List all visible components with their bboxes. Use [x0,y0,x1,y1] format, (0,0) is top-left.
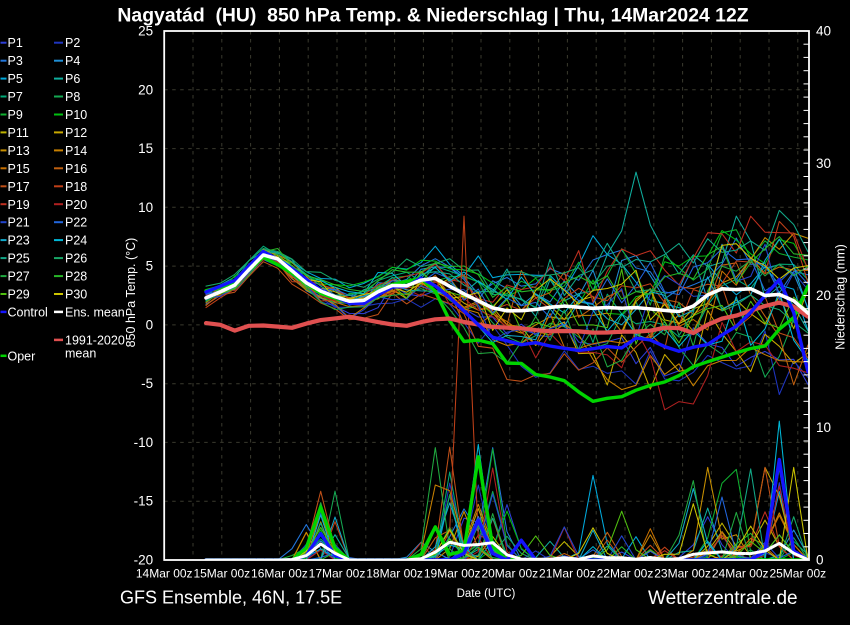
svg-text:-15: -15 [134,494,154,509]
svg-text:22Mar 00z: 22Mar 00z [597,567,654,581]
svg-text:25Mar 00z: 25Mar 00z [769,567,826,581]
svg-text:P8: P8 [65,90,80,104]
svg-text:P23: P23 [8,234,30,248]
svg-text:P15: P15 [8,162,30,176]
svg-text:P28: P28 [65,270,87,284]
svg-text:20: 20 [816,288,831,303]
svg-text:24Mar 00z: 24Mar 00z [712,567,769,581]
svg-text:P10: P10 [65,108,87,122]
svg-text:Niederschlag (mm): Niederschlag (mm) [834,244,848,350]
svg-text:P6: P6 [65,72,80,86]
svg-text:Nagyatád (HU) 850 hPa Temp.: Nagyatád (HU) 850 hPa Temp. & Niederschl… [117,5,748,27]
svg-text:Date (UTC): Date (UTC) [457,588,516,600]
svg-text:mean: mean [65,347,96,361]
svg-text:P26: P26 [65,252,87,266]
svg-text:25: 25 [138,24,153,39]
svg-text:P18: P18 [65,180,87,194]
svg-text:-10: -10 [134,435,154,450]
svg-text:-20: -20 [134,553,154,568]
svg-text:P1: P1 [8,36,23,50]
svg-text:20Mar 00z: 20Mar 00z [481,567,538,581]
svg-text:P11: P11 [8,126,29,140]
svg-text:21Mar 00z: 21Mar 00z [539,567,596,581]
svg-text:P27: P27 [8,270,30,284]
svg-text:10: 10 [138,200,153,215]
svg-text:14Mar 00z: 14Mar 00z [136,567,193,581]
svg-text:P22: P22 [65,216,87,230]
svg-text:P21: P21 [8,216,30,230]
svg-text:P30: P30 [65,288,87,302]
svg-text:18Mar 00z: 18Mar 00z [366,567,423,581]
svg-text:P9: P9 [8,108,23,122]
svg-text:Oper: Oper [8,349,36,363]
svg-text:15Mar 00z: 15Mar 00z [193,567,250,581]
svg-text:Ens. mean: Ens. mean [65,305,125,319]
svg-text:0: 0 [146,317,154,332]
svg-text:P2: P2 [65,36,80,50]
svg-text:P4: P4 [65,54,80,68]
svg-text:Control: Control [8,305,48,319]
svg-text:Wetterzentrale.de: Wetterzentrale.de [648,588,798,609]
svg-text:P24: P24 [65,234,87,248]
svg-text:GFS Ensemble, 46N, 17.5E: GFS Ensemble, 46N, 17.5E [120,588,342,608]
svg-text:850 hPa Temp. (°C): 850 hPa Temp. (°C) [124,238,138,348]
svg-text:0: 0 [816,553,824,568]
svg-text:30: 30 [816,156,831,171]
svg-text:P29: P29 [8,288,30,302]
svg-text:P7: P7 [8,90,23,104]
svg-text:P16: P16 [65,162,87,176]
svg-text:P19: P19 [8,198,30,212]
svg-text:P20: P20 [65,198,87,212]
svg-text:P12: P12 [65,126,87,140]
svg-text:-5: -5 [141,376,153,391]
svg-text:20: 20 [138,82,153,97]
svg-text:10: 10 [816,420,831,435]
svg-text:P14: P14 [65,144,87,158]
svg-text:16Mar 00z: 16Mar 00z [251,567,308,581]
svg-text:P17: P17 [8,180,30,194]
svg-text:17Mar 00z: 17Mar 00z [309,567,366,581]
svg-text:40: 40 [816,24,831,39]
svg-text:P25: P25 [8,252,30,266]
svg-text:P3: P3 [8,54,23,68]
svg-text:15: 15 [138,141,153,156]
svg-text:23Mar 00z: 23Mar 00z [654,567,711,581]
svg-text:19Mar 00z: 19Mar 00z [424,567,481,581]
svg-text:5: 5 [146,259,154,274]
svg-text:P13: P13 [8,144,30,158]
svg-text:1991-2020: 1991-2020 [65,333,125,347]
svg-text:P5: P5 [8,72,23,86]
